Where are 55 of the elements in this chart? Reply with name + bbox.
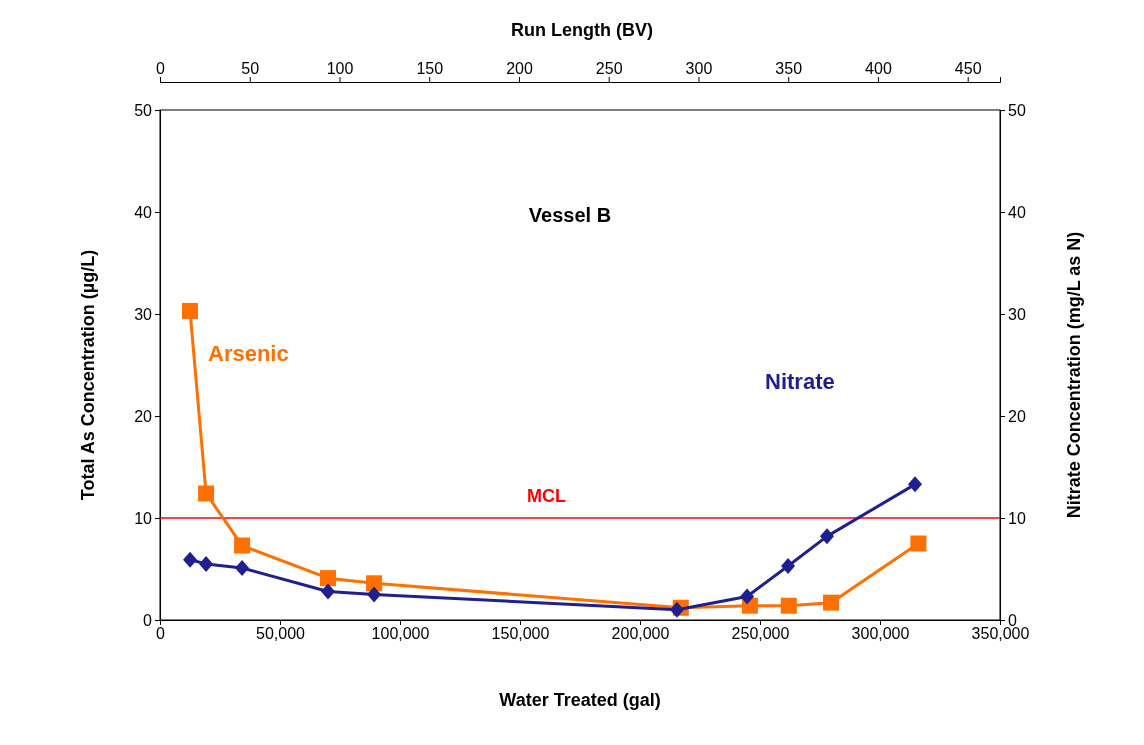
x-tick-label: 350,000 <box>971 625 1030 643</box>
point <box>910 535 927 552</box>
point <box>823 594 840 611</box>
point <box>183 551 197 568</box>
y2-tick-label: 10 <box>1008 509 1026 527</box>
y-tick-label: 30 <box>134 305 153 323</box>
point <box>320 570 336 587</box>
point <box>198 485 215 502</box>
y-tick-label: 10 <box>134 509 153 527</box>
y2-tick-label: 50 <box>1008 101 1026 119</box>
x2-tick-label: 100 <box>326 60 354 77</box>
point <box>366 575 383 592</box>
x2-tick-label: 150 <box>416 60 444 77</box>
x2-tick-label: 250 <box>595 60 623 77</box>
x-tick-label: 250,000 <box>731 625 790 643</box>
y-axis-title: Total As Concentration (µg/L) <box>78 249 98 501</box>
point <box>780 597 797 614</box>
point <box>367 586 382 603</box>
x-tick-label: 0 <box>156 625 166 643</box>
text: Nitrate <box>765 369 835 395</box>
text: Vessel B <box>528 204 612 226</box>
x2-tick-label: 450 <box>954 60 982 77</box>
x2-tick-label: 400 <box>865 60 892 77</box>
point <box>234 537 251 554</box>
point <box>669 601 684 618</box>
x2-axis-title: Run Length (BV) <box>511 20 653 40</box>
x2-tick-label: 350 <box>775 60 803 77</box>
x2-tick-label: 0 <box>156 60 166 77</box>
series-label: Arsenic <box>208 340 289 366</box>
y2-tick-label: 40 <box>1008 203 1026 221</box>
x-axis-title: Water Treated (gal) <box>499 690 661 710</box>
point <box>908 476 923 493</box>
y2-tick-label: 30 <box>1008 305 1026 323</box>
point <box>321 583 335 600</box>
x2-tick-label: 50 <box>241 60 260 77</box>
x-tick-label: 200,000 <box>611 625 670 643</box>
point <box>199 555 214 572</box>
point <box>182 302 198 319</box>
x-tick-label: 50,000 <box>256 625 306 643</box>
point <box>781 557 796 574</box>
x2-tick-label: 200 <box>506 60 533 77</box>
point <box>819 528 834 545</box>
x2-tick-label: 300 <box>685 60 713 77</box>
y2-axis-title: Nitrate Concentration (mg/L as N) <box>1064 231 1084 519</box>
point <box>740 588 755 605</box>
y2-tick-label: 20 <box>1008 407 1026 425</box>
point <box>235 559 250 576</box>
x-tick-label: 150,000 <box>491 625 550 643</box>
y-tick-label: 40 <box>134 203 153 221</box>
ref-line-label: MCL <box>526 486 566 506</box>
y-tick-label: 50 <box>134 101 153 119</box>
y-tick-label: 0 <box>143 611 153 629</box>
x-tick-label: 100,000 <box>371 625 430 643</box>
x-tick-label: 300,000 <box>851 625 910 643</box>
y-tick-label: 20 <box>134 407 153 425</box>
